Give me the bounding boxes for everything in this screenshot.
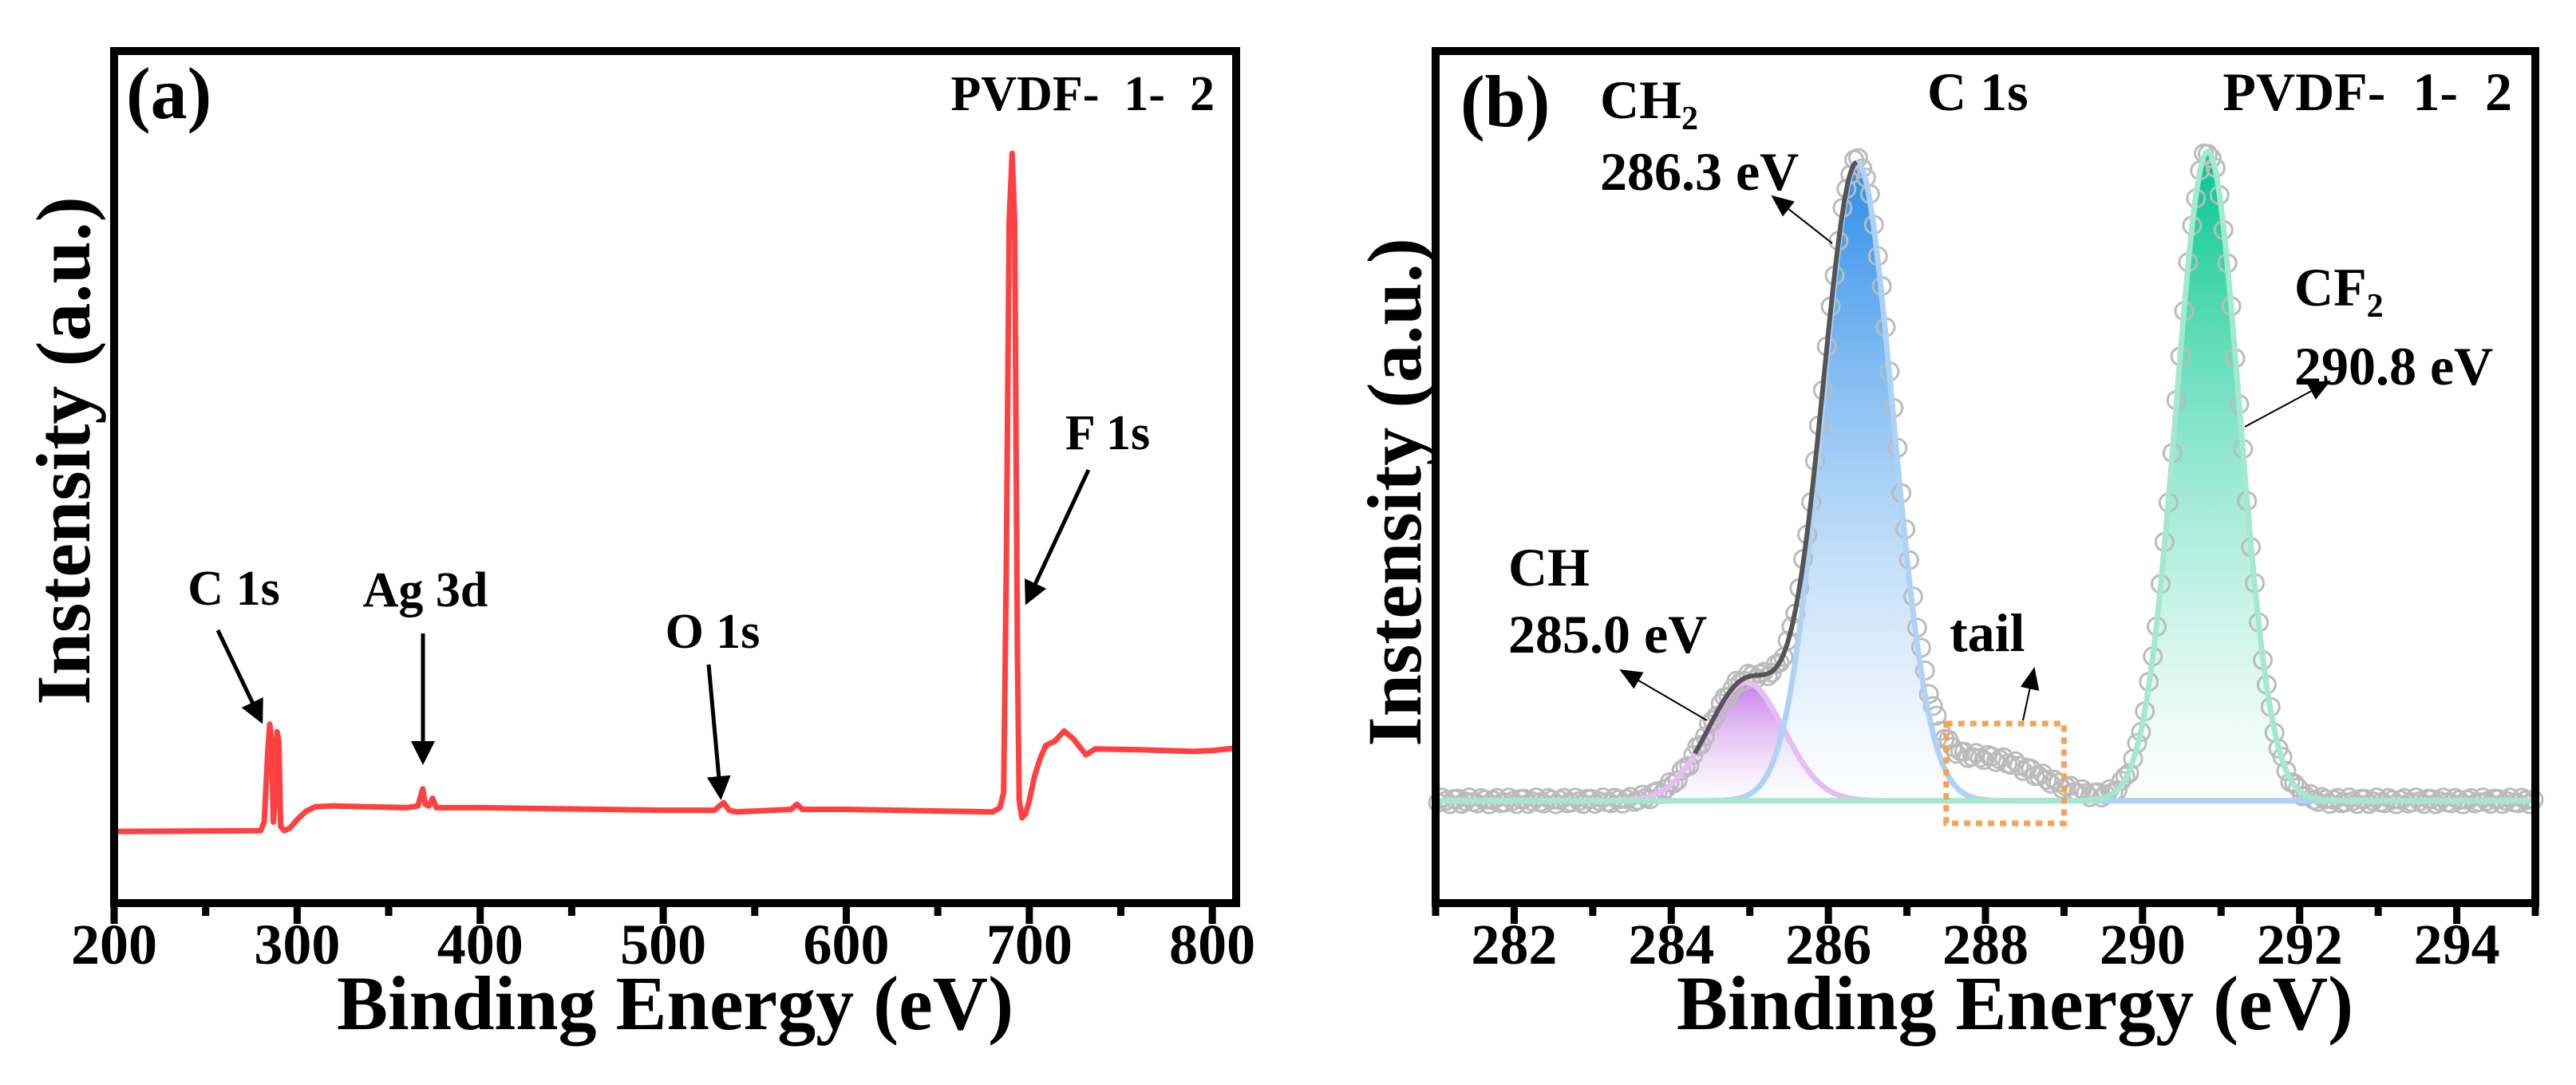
annotation-f1s-label: F 1s — [1065, 406, 1150, 460]
ch2-label-main: CH — [1600, 69, 1681, 130]
panel-b-x-tick-label: 286 — [1785, 913, 1871, 977]
raw-data-point — [1769, 653, 1790, 673]
panel-a-frame — [110, 47, 1240, 907]
panel-a-label: (a) — [126, 53, 211, 134]
envelope-fit-line — [1693, 160, 1859, 756]
panel-b-x-tick-label: 292 — [2257, 913, 2343, 977]
raw-data-point — [1706, 705, 1727, 726]
raw-data-point — [1962, 747, 1982, 767]
panel-b-x-tick-label: 282 — [1471, 913, 1557, 977]
cf2-label-subscript: 2 — [2367, 288, 2384, 325]
raw-data-point — [1703, 710, 1723, 731]
panel-a-x-tick-label: 600 — [803, 913, 889, 977]
tail-label: tail — [1950, 602, 2025, 663]
annotation-cf2: CF2 290.8 eV — [2244, 257, 2493, 428]
arrow-f1s — [1024, 468, 1091, 606]
survey-spectrum-line — [113, 150, 1237, 834]
annotation-ag3d: Ag 3d — [363, 563, 488, 765]
component-ch2-fill — [1672, 164, 2043, 801]
raw-data-point — [1922, 696, 1943, 716]
cf2-label-main: CF — [2294, 257, 2367, 318]
cf2-energy-label: 290.8 eV — [2294, 336, 2493, 397]
ch2-energy-label: 286.3 eV — [1600, 141, 1799, 202]
panel-a-x-axis-label: Binding Energy (eV) — [337, 961, 1013, 1046]
arrow-cf2 — [2244, 381, 2331, 428]
raw-data-point — [1695, 726, 1716, 747]
arrow-ch2 — [1771, 195, 1833, 244]
component-ch2-line — [1436, 160, 2535, 804]
component-ch-line — [1436, 679, 2535, 804]
panel-a-x-tick-label: 500 — [620, 913, 706, 977]
annotation-ch: CH 285.0 eV — [1508, 537, 1708, 721]
panel-b-x-tick-label: 290 — [2100, 913, 2186, 977]
raw-data-point — [1946, 744, 1967, 764]
cf2-label: CF2 — [2294, 257, 2384, 325]
panel-b-x-tick-label: 284 — [1628, 913, 1714, 977]
annotation-ag3d-label: Ag 3d — [363, 563, 488, 617]
raw-data-point — [2115, 766, 2135, 787]
annotation-f1s: F 1s — [1024, 406, 1150, 606]
panel-a-x-tick-label: 700 — [986, 913, 1073, 977]
annotation-o1s-label: O 1s — [666, 605, 761, 659]
panel-a-x-tick-label: 800 — [1169, 913, 1255, 977]
component-cf2-fill — [2043, 152, 2373, 801]
panel-a-x-tick-label: 300 — [254, 913, 340, 977]
raw-data-point — [2009, 756, 2029, 776]
raw-data-point — [2001, 755, 2021, 775]
panel-b-y-axis-label: Instensity (a.u.) — [1352, 238, 1437, 746]
arrow-o1s — [706, 664, 731, 800]
tail-highlight-box — [1943, 720, 2067, 827]
annotation-o1s: O 1s — [666, 605, 761, 800]
panel-b-x-tick-label: 294 — [2414, 913, 2500, 977]
panel-a-x-tick-label: 200 — [71, 913, 157, 977]
ch2-label-subscript: 2 — [1681, 101, 1698, 137]
panel-a-y-axis-label: Instensity (a.u.) — [21, 196, 106, 704]
arrow-c1s — [215, 629, 263, 724]
panel-a-x-tick-label: 400 — [437, 913, 523, 977]
annotation-c1s-label: C 1s — [188, 562, 279, 616]
panel-b-c1s-spectrum: 282 284 286 288 290 292 294 (b) C 1s PVDF- 1- … — [1352, 47, 2544, 1046]
annotation-ch2: CH2 286.3 eV — [1600, 69, 1833, 244]
panel-b-title: C 1s — [1927, 61, 2029, 122]
component-ch-fill — [1551, 682, 1942, 801]
ch-label: CH — [1508, 537, 1590, 598]
panel-b-x-axis-label: Binding Energy (eV) — [1677, 961, 2353, 1046]
panel-b-label: (b) — [1460, 61, 1550, 142]
panel-b-x-tick-label: 288 — [1942, 913, 2029, 977]
arrow-ch — [1619, 669, 1708, 721]
arrow-tail — [2020, 667, 2040, 721]
component-cf2-line — [1436, 148, 2535, 804]
panel-a-sample-label: PVDF- 1- 2 — [950, 67, 1215, 121]
annotation-tail: tail — [1950, 602, 2040, 721]
ch2-label: CH2 — [1600, 69, 1698, 137]
panel-b-frame — [1432, 47, 2539, 907]
raw-data-point — [2037, 770, 2057, 790]
panel-a-survey-spectrum: 200 300 400 500 600 700 800 (a) PVDF- 1- 2 Ins… — [21, 47, 1255, 1046]
ch-energy-label: 285.0 eV — [1508, 604, 1707, 665]
annotation-c1s: C 1s — [188, 562, 280, 724]
raw-data-point — [1679, 756, 1700, 776]
panel-b-sample-label: PVDF- 1- 2 — [2222, 61, 2512, 122]
